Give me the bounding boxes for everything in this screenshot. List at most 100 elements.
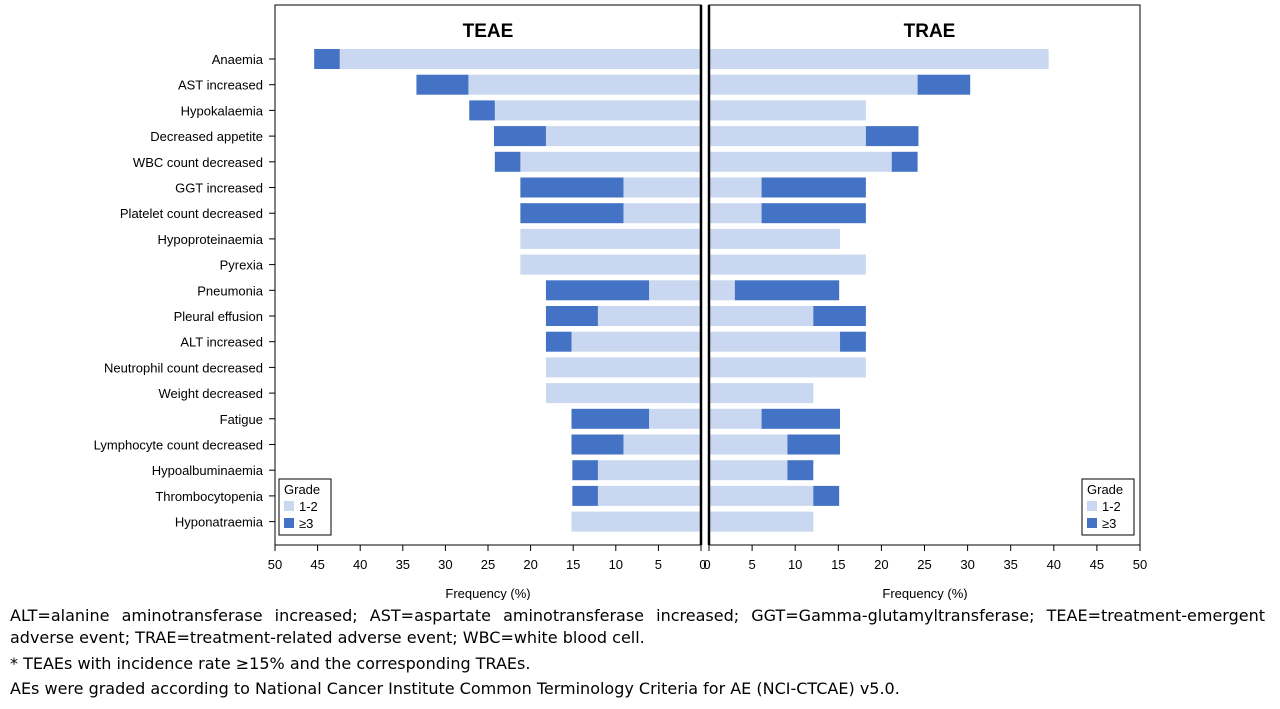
teae-bar-grade-1-2 bbox=[339, 49, 701, 69]
teae-bar-grade-1-2 bbox=[597, 485, 701, 506]
category-label: Hypoalbuminaemia bbox=[152, 463, 264, 478]
category-label: Pyrexia bbox=[220, 258, 264, 273]
teae-bar-grade-3-plus bbox=[416, 74, 469, 95]
teae-bar-grade-1-2 bbox=[545, 126, 701, 147]
footnote-inclusion: * TEAEs with incidence rate ≥15% and the… bbox=[10, 654, 531, 673]
teae-bar-grade-3-plus bbox=[572, 460, 598, 481]
teae-legend-swatch-1-2 bbox=[284, 501, 294, 511]
trae-bar-grade-1-2 bbox=[709, 74, 918, 95]
teae-bar-grade-1-2 bbox=[597, 460, 701, 481]
trae-x-tick-label: 5 bbox=[748, 557, 755, 572]
teae-bar-grade-1-2 bbox=[623, 434, 701, 455]
trae-bar-grade-1-2 bbox=[709, 254, 866, 275]
trae-bar-grade-3-plus bbox=[840, 331, 866, 352]
teae-x-tick-label: 45 bbox=[310, 557, 324, 572]
trae-x-tick-label: 30 bbox=[960, 557, 974, 572]
category-label: Thrombocytopenia bbox=[155, 489, 263, 504]
teae-bar-grade-3-plus bbox=[571, 408, 650, 429]
trae-x-tick-label: 0 bbox=[703, 557, 710, 572]
trae-bar-grade-1-2 bbox=[709, 331, 841, 352]
trae-x-tick-label: 35 bbox=[1003, 557, 1017, 572]
teae-x-tick-label: 35 bbox=[396, 557, 410, 572]
trae-legend-swatch-1-2 bbox=[1087, 501, 1097, 511]
category-label: Lymphocyte count decreased bbox=[94, 438, 263, 453]
teae-bar-grade-3-plus bbox=[494, 151, 521, 172]
teae-panel-title: TEAE bbox=[463, 21, 514, 42]
category-label: WBC count decreased bbox=[133, 155, 263, 170]
trae-legend-label-1-2: 1-2 bbox=[1102, 499, 1121, 514]
teae-bar-grade-3-plus bbox=[572, 485, 598, 506]
category-label: GGT increased bbox=[175, 181, 263, 196]
trae-bar-grade-1-2 bbox=[709, 357, 866, 378]
trae-x-tick-label: 45 bbox=[1090, 557, 1104, 572]
trae-bar-grade-1-2 bbox=[709, 49, 1049, 69]
trae-bar-grade-1-2 bbox=[709, 306, 814, 326]
trae-x-tick-label: 15 bbox=[831, 557, 845, 572]
teae-bar-grade-1-2 bbox=[520, 228, 701, 249]
teae-bar-grade-1-2 bbox=[623, 177, 701, 198]
trae-bar-grade-1-2 bbox=[709, 126, 866, 147]
trae-bar-grade-1-2 bbox=[709, 434, 788, 455]
teae-x-tick-label: 20 bbox=[523, 557, 537, 572]
category-label: Pneumonia bbox=[197, 283, 264, 298]
teae-bar-grade-1-2 bbox=[571, 511, 701, 532]
trae-bar-grade-3-plus bbox=[917, 74, 971, 95]
trae-x-tick-label: 25 bbox=[917, 557, 931, 572]
teae-x-tick-label: 30 bbox=[438, 557, 452, 572]
teae-bar-grade-3-plus bbox=[314, 49, 340, 69]
category-label: Platelet count decreased bbox=[120, 206, 263, 221]
teae-bar-grade-1-2 bbox=[649, 280, 701, 301]
teae-bar-grade-3-plus bbox=[520, 203, 624, 224]
category-label: Neutrophil count decreased bbox=[104, 360, 263, 375]
teae-bar-grade-1-2 bbox=[545, 357, 701, 378]
trae-bar-grade-3-plus bbox=[865, 126, 919, 147]
category-label: Anaemia bbox=[212, 52, 264, 67]
trae-panel-title: TRAE bbox=[904, 21, 956, 42]
teae-bar-grade-1-2 bbox=[520, 151, 701, 172]
trae-legend-title: Grade bbox=[1087, 482, 1123, 497]
trae-bar-grade-3-plus bbox=[761, 203, 866, 224]
category-label: AST increased bbox=[178, 78, 263, 93]
trae-bar-grade-1-2 bbox=[709, 408, 762, 429]
trae-bar-grade-1-2 bbox=[709, 100, 866, 121]
teae-bar-grade-1-2 bbox=[649, 408, 701, 429]
teae-bar-grade-3-plus bbox=[469, 100, 495, 121]
trae-legend-swatch-3-plus bbox=[1087, 518, 1097, 528]
teae-bar-grade-1-2 bbox=[520, 254, 701, 275]
trae-bar-grade-3-plus bbox=[761, 408, 841, 429]
footnote-abbreviations-cont: adverse event; TRAE=treatment-related ad… bbox=[10, 628, 645, 647]
teae-x-tick-label: 0 bbox=[699, 557, 706, 572]
trae-bar-grade-1-2 bbox=[709, 511, 814, 532]
trae-x-tick-label: 20 bbox=[874, 557, 888, 572]
trae-legend-label-3-plus: ≥3 bbox=[1102, 516, 1116, 531]
teae-x-tick-label: 10 bbox=[609, 557, 623, 572]
trae-bar-grade-1-2 bbox=[709, 280, 735, 301]
trae-bar-grade-1-2 bbox=[709, 228, 841, 249]
trae-bar-grade-1-2 bbox=[709, 383, 814, 404]
teae-legend-label-3-plus: ≥3 bbox=[299, 516, 313, 531]
category-label: Fatigue bbox=[220, 412, 263, 427]
teae-bar-grade-1-2 bbox=[468, 74, 701, 95]
teae-x-tick-label: 5 bbox=[655, 557, 662, 572]
teae-bar-grade-1-2 bbox=[597, 306, 701, 326]
trae-bar-grade-3-plus bbox=[891, 151, 918, 172]
trae-bar-grade-1-2 bbox=[709, 177, 762, 198]
trae-x-axis-label: Frequency (%) bbox=[882, 586, 967, 600]
category-label: Hyponatraemia bbox=[175, 515, 264, 530]
trae-bar-grade-3-plus bbox=[813, 306, 866, 326]
category-label: Weight decreased bbox=[158, 386, 263, 401]
trae-x-tick-label: 40 bbox=[1047, 557, 1061, 572]
category-label: Decreased appetite bbox=[150, 129, 263, 144]
teae-legend-title: Grade bbox=[284, 482, 320, 497]
teae-bar-grade-1-2 bbox=[545, 383, 701, 404]
trae-x-tick-label: 50 bbox=[1133, 557, 1147, 572]
trae-x-tick-label: 10 bbox=[788, 557, 802, 572]
footnote-abbreviations: ALT=alanine aminotransferase increased; … bbox=[10, 606, 1265, 625]
footnote-grading: AEs were graded according to National Ca… bbox=[10, 679, 900, 698]
teae-bar-grade-3-plus bbox=[545, 331, 572, 352]
trae-bar-grade-1-2 bbox=[709, 151, 892, 172]
teae-x-tick-label: 15 bbox=[566, 557, 580, 572]
butterfly-chart: TEAE TRAE Anaemia AST increased Hypokalaemia… bbox=[94, 4, 1147, 600]
trae-bar-grade-3-plus bbox=[787, 460, 814, 481]
teae-x-tick-label: 25 bbox=[481, 557, 495, 572]
